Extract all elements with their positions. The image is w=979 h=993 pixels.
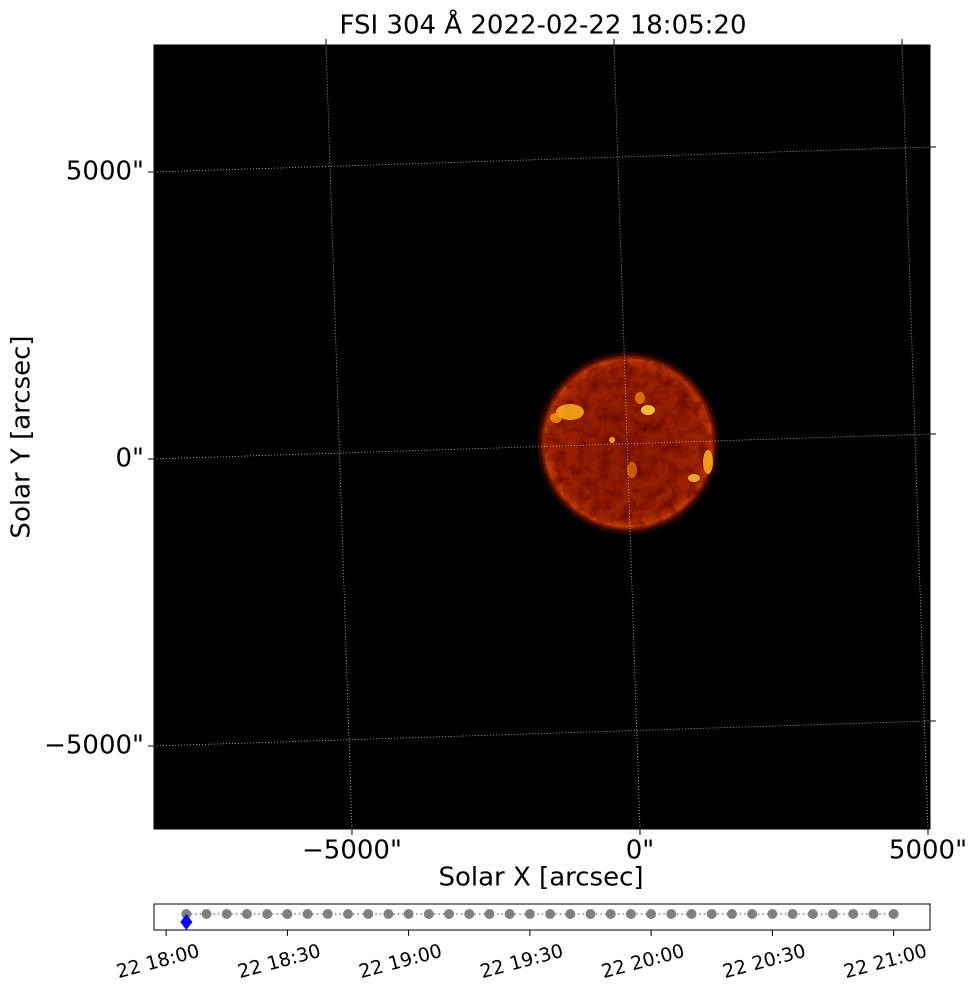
y-tick-label: 0" (115, 444, 144, 474)
timeline-dot (787, 909, 798, 919)
timeline-dot (524, 909, 535, 919)
grid-line (154, 146, 930, 173)
timeline-tick-label: 22 19:30 (478, 940, 566, 983)
timeline-dot (605, 909, 616, 919)
timeline-dot (625, 909, 636, 919)
x-axis-label: Solar X [arcsec] (438, 863, 643, 893)
grid-line (154, 433, 930, 460)
timeline-dot (423, 909, 434, 919)
timeline-dot (363, 909, 374, 919)
timeline-dot (322, 909, 333, 919)
timeline-dot (484, 909, 495, 919)
timeline-dot (282, 909, 293, 919)
grid-line (154, 720, 930, 747)
y-tick-label: −5000" (44, 731, 144, 761)
x-tick-label: 0" (626, 836, 655, 866)
x-tick-label: 5000" (889, 836, 967, 866)
timeline-dot (828, 909, 838, 919)
y-axis-label: Solar Y [arcsec] (7, 335, 37, 538)
y-tick-label: 5000" (66, 157, 144, 187)
timeline-frame (153, 903, 931, 931)
timeline-tick-label: 22 18:00 (114, 940, 202, 983)
timeline-dot (666, 909, 677, 919)
timeline-dot (444, 909, 455, 919)
timeline-tick-label: 22 18:30 (235, 940, 323, 983)
timeline-dot (403, 909, 414, 919)
timeline-dot (343, 909, 353, 919)
timeline-dot (767, 909, 778, 919)
current-frame-marker (180, 914, 193, 930)
timeline-tick-label: 22 21:00 (842, 940, 930, 983)
timeline-dot (545, 909, 556, 919)
timeline-dot (646, 909, 657, 919)
timeline-tick-label: 22 20:30 (720, 940, 808, 983)
sun-image (537, 352, 719, 534)
timeline-dot (565, 909, 576, 919)
timeline-dot (706, 909, 717, 919)
timeline-tick-label: 22 19:00 (357, 940, 445, 983)
timeline-dot (747, 909, 758, 919)
grid (154, 45, 930, 829)
timeline-dot (807, 909, 818, 919)
timeline-dot (504, 909, 515, 919)
timeline-tick-label: 22 20:00 (599, 940, 687, 983)
timeline-dot (848, 909, 859, 919)
timeline-dot (888, 909, 899, 919)
timeline-dot (686, 909, 697, 919)
timeline-dot (221, 909, 232, 919)
timeline-dot (302, 909, 313, 919)
timeline-dot (585, 909, 596, 919)
timeline-dot (726, 909, 737, 919)
timeline-dot (868, 909, 879, 919)
axes-frame (153, 44, 931, 830)
x-tick-label: −5000" (302, 836, 402, 866)
timeline-dot (241, 909, 252, 919)
timeline-dot (464, 909, 475, 919)
timeline-dot (262, 909, 273, 919)
timeline-dot (383, 909, 394, 919)
chart-title: FSI 304 Å 2022-02-22 18:05:20 (339, 9, 746, 41)
timeline-dot (201, 909, 212, 919)
